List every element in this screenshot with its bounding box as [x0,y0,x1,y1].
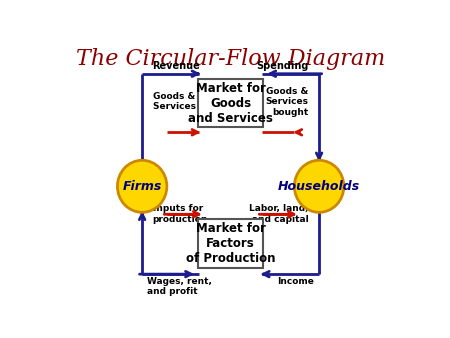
Text: Households: Households [278,180,360,193]
Text: Goods &
Services
bought: Goods & Services bought [266,87,309,117]
Text: Market for
Goods
and Services: Market for Goods and Services [188,81,273,124]
Text: Spending: Spending [256,61,309,71]
FancyArrowPatch shape [140,271,191,277]
FancyArrowPatch shape [192,71,198,76]
FancyBboxPatch shape [198,79,263,127]
Text: Goods &
Services sold: Goods & Services sold [153,92,220,112]
Ellipse shape [117,160,167,212]
Text: The Circular-Flow Diagram: The Circular-Flow Diagram [76,48,385,70]
FancyArrowPatch shape [259,212,294,217]
Text: Labor, land,
and capital: Labor, land, and capital [249,204,309,224]
Ellipse shape [294,160,344,212]
FancyArrowPatch shape [270,71,322,76]
FancyArrowPatch shape [263,271,269,277]
FancyArrowPatch shape [164,212,199,217]
FancyArrowPatch shape [140,214,145,220]
Text: Revenue: Revenue [153,61,200,71]
Text: Firms: Firms [122,180,162,193]
FancyBboxPatch shape [198,219,263,268]
FancyArrowPatch shape [192,129,198,135]
FancyArrowPatch shape [296,129,302,135]
Text: Inputs for
production: Inputs for production [153,204,208,224]
Text: Income: Income [277,277,314,286]
Text: Wages, rent,
and profit: Wages, rent, and profit [147,277,212,296]
FancyArrowPatch shape [316,153,322,159]
Text: Market for
Factors
of Production: Market for Factors of Production [186,222,275,265]
